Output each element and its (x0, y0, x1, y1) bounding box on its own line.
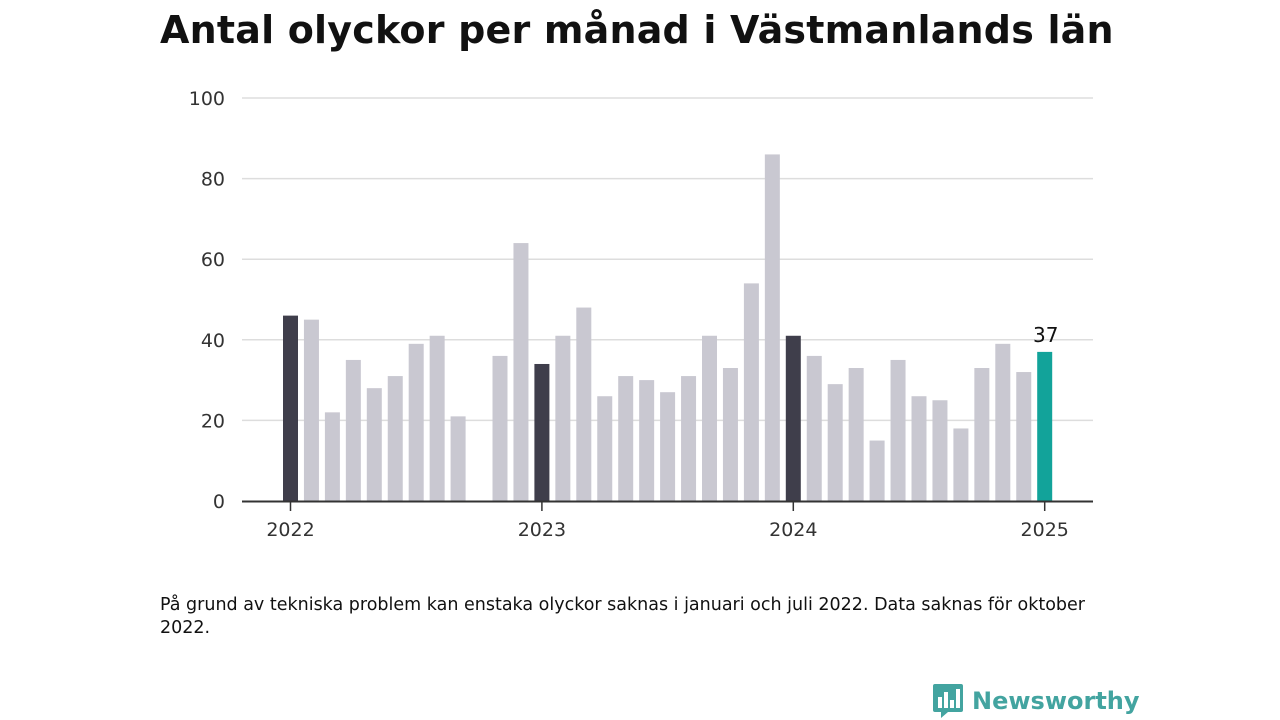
footnote: På grund av tekniska problem kan enstaka… (160, 595, 1085, 638)
chart-title: Antal olyckor per månad i Västmanlands l… (160, 8, 1114, 52)
bar-2022-04 (345, 359, 361, 501)
logo-text: Newsworthy (972, 687, 1140, 715)
bar-2023-10 (722, 368, 738, 501)
bars (283, 154, 1053, 502)
bar-2024-05 (869, 440, 885, 501)
bar-2024-04 (848, 368, 864, 501)
bar-2022-08 (429, 335, 445, 501)
bar-2024-02 (806, 355, 822, 501)
bar-2022-06 (387, 376, 403, 501)
bar-2024-06 (890, 359, 906, 501)
bar-2022-01 (283, 315, 298, 501)
x-tick-label-2024: 2024 (769, 519, 817, 541)
bar-2022-02 (303, 319, 319, 501)
bar-2023-07 (660, 392, 676, 501)
bar-2023-06 (639, 380, 655, 501)
bar-2022-07 (408, 343, 424, 501)
bar-2024-01 (785, 335, 801, 501)
bar-2023-01 (534, 363, 550, 501)
bar-2023-05 (618, 376, 634, 501)
bar-2022-03 (324, 412, 340, 501)
y-tick-label: 60 (201, 249, 225, 271)
y-tick-label: 100 (189, 88, 225, 110)
bar-2023-02 (555, 335, 571, 501)
data-label-2025-01: 37 (1033, 323, 1058, 347)
bar-2024-12 (1016, 372, 1032, 501)
bar-2024-08 (932, 400, 948, 501)
y-tick-label: 20 (201, 410, 225, 432)
bar-2024-03 (827, 384, 843, 501)
bar-2023-03 (576, 307, 592, 501)
x-tick-label-2023: 2023 (518, 519, 566, 541)
bar-2023-04 (597, 396, 613, 501)
bar-2024-10 (974, 368, 990, 501)
bar-2022-12 (513, 243, 529, 501)
x-tick-label-2022: 2022 (266, 519, 314, 541)
bar-chart: 0 20 40 60 80 100 2022 2023 2024 2025 37 (189, 88, 1093, 541)
bar-2023-09 (702, 335, 717, 501)
bar-2024-07 (911, 396, 927, 501)
bar-2023-12 (764, 154, 780, 502)
bar-2025-01 (1037, 351, 1053, 501)
newsworthy-chart-bubble-icon (933, 684, 963, 718)
grid-lines (242, 97, 1093, 422)
y-tick-label: 80 (201, 169, 225, 191)
bar-2022-09 (450, 416, 466, 501)
x-tick-label-2025: 2025 (1021, 519, 1069, 541)
data-labels: 37 (1033, 323, 1058, 347)
bar-2022-05 (366, 388, 382, 501)
y-axis-ticks: 0 20 40 60 80 100 (189, 88, 225, 513)
y-tick-label: 40 (201, 330, 225, 352)
bar-2023-11 (743, 283, 759, 501)
bar-2022-11 (492, 355, 508, 501)
bar-2024-11 (995, 343, 1011, 501)
newsworthy-logo: Newsworthy (932, 683, 1140, 719)
x-axis: 2022 2023 2024 2025 (242, 500, 1093, 541)
bar-2024-09 (953, 428, 969, 501)
bar-2023-08 (681, 376, 697, 501)
y-tick-label: 0 (213, 491, 225, 513)
